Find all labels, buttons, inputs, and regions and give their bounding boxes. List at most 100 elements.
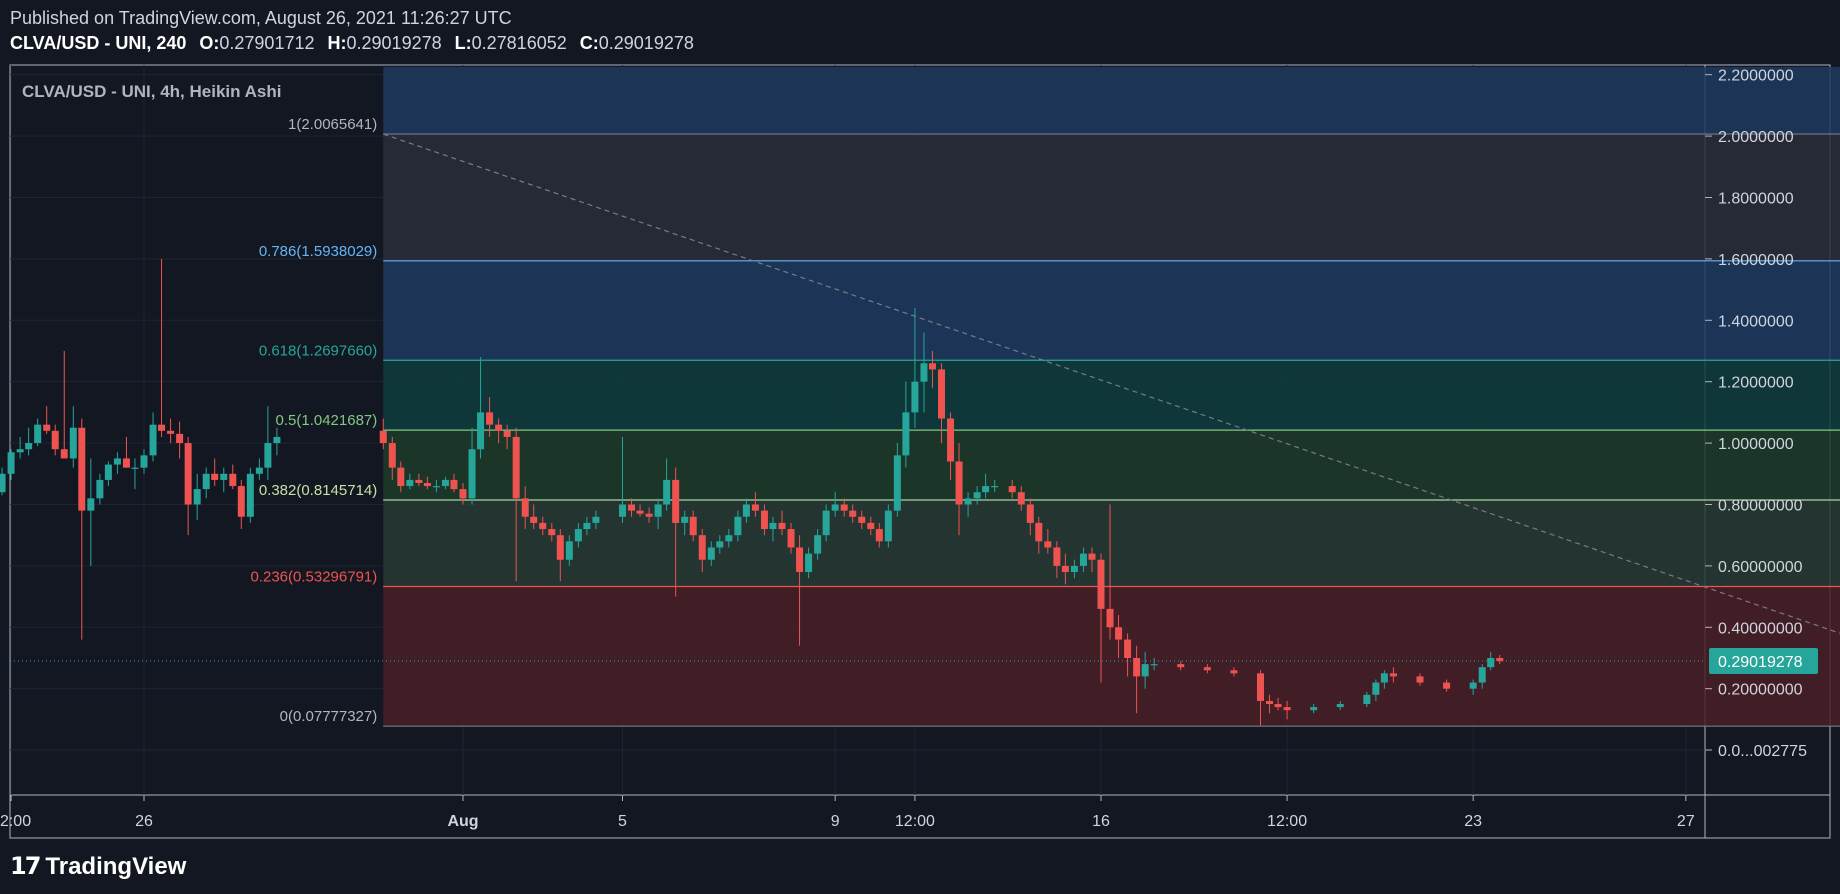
candle-body [530,516,538,523]
candle-body [840,504,848,511]
candle-body [521,498,529,517]
candle-body [220,473,228,480]
symbol-label: CLVA/USD - UNI, 240 [10,33,187,53]
candle-body [7,452,15,474]
candle-body [87,498,95,511]
candle-body [246,473,254,517]
candle-body [769,522,777,530]
candle-body [849,510,857,517]
candle-body [43,424,51,431]
candle-body [1478,667,1486,683]
trend-line[interactable] [383,133,1840,726]
candle-body [1106,608,1114,628]
tradingview-logo[interactable]: 𝟭𝟳 TradingView [10,852,186,881]
candle-body [16,449,24,453]
candle-body [167,430,175,434]
candle-body [548,529,556,536]
candle-body [778,522,786,530]
candle-body [689,516,697,536]
candle-body [388,443,396,468]
candle-body [193,489,201,505]
candle-body [628,504,636,511]
candle-body [1115,627,1123,640]
candle-body [1336,704,1344,708]
price-tick-label: 0.60000000 [1718,559,1803,576]
time-tick-label: 5 [618,813,627,830]
candle-body [477,412,485,450]
candle-body [1008,486,1016,493]
candle-body [1133,657,1141,677]
candle-body [805,553,813,573]
candle-body [654,504,662,517]
price-tick-label: 0.20000000 [1718,682,1803,699]
fib-level-label: 0(0.07777327) [280,708,378,725]
candle-body [964,498,972,505]
candle-body [1177,664,1185,668]
candle-body [973,492,981,499]
time-tick-label: 12:00 [0,813,31,830]
fib-zone [383,134,1840,261]
candle-body [592,516,600,523]
candle-body [1372,682,1380,695]
candle-body [104,464,112,480]
candle-body [911,381,919,413]
candle-body [1487,657,1495,668]
candle-body [512,436,520,499]
last-price-badge [1709,647,1818,674]
candle-body [1150,664,1158,666]
price-tick-label: 1.4000000 [1718,313,1794,330]
fib-level-label: 0.5(1.0421687) [276,412,378,429]
candle-body [565,541,573,560]
candle-body [991,486,999,488]
candle-body [202,473,210,490]
candle-body [237,486,245,517]
candle-body [760,510,768,530]
price-tick-label: 0.80000000 [1718,497,1803,514]
candle-body [1496,657,1504,662]
candle-body [1230,670,1238,674]
candle-body [0,473,6,493]
candle-body [96,479,104,499]
candle-body [51,430,59,450]
fib-zone [383,260,1840,361]
candle-body [1124,639,1132,658]
close-label: C: [579,33,599,53]
candle-body [229,473,237,487]
candle-body [60,449,68,459]
candle-body [831,504,839,511]
fib-level-label: 0.236(0.53296791) [250,568,377,585]
candle-body [184,443,192,505]
low-value: 0.27816052 [471,33,567,53]
candle-body [716,541,724,548]
candle-body [672,479,680,523]
open-value: 0.27901712 [219,33,315,53]
candle-body [636,510,644,514]
candle-body [1416,676,1424,683]
candle-body [1469,682,1477,689]
candle-body [273,436,281,444]
ohlc-line: CLVA/USD - UNI, 240 O:0.27901712 H:0.290… [10,31,694,56]
candle-body [486,412,494,425]
candle-body [681,516,689,523]
time-tick-label: 27 [1677,813,1695,830]
candle-body [1053,547,1061,566]
candle-body [556,535,564,560]
candle-body [663,479,671,505]
candle-body [34,424,42,444]
candle-body [645,513,653,517]
candle-body [796,547,804,573]
candle-body [503,430,511,437]
candle-body [1363,694,1371,705]
fib-level-label: 0.382(0.8145714) [259,482,377,499]
time-tick-label: 12:00 [1267,813,1307,830]
price-tick-label: 1.0000000 [1718,436,1794,453]
candle-body [415,479,423,483]
candle-body [69,427,77,459]
price-tick-label: 0.40000000 [1718,620,1803,637]
candle-body [1310,707,1318,711]
candle-body [468,449,476,499]
chart-header: Published on TradingView.com, August 26,… [10,6,694,56]
candle-body [725,535,733,542]
candle-body [893,455,901,511]
